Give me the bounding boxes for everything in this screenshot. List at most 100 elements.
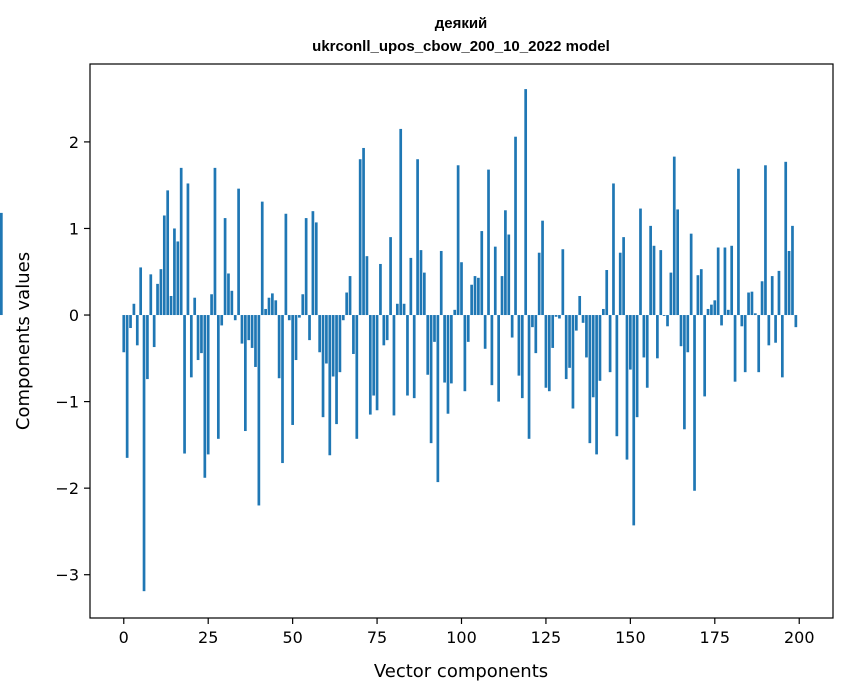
x-axis-label: Vector components [374, 661, 548, 682]
bar [368, 315, 372, 415]
bar [470, 284, 473, 316]
bar [179, 167, 183, 316]
bar [240, 315, 244, 344]
bar [142, 315, 146, 592]
bar [591, 315, 595, 398]
bar [213, 167, 217, 316]
bar [520, 315, 524, 399]
bar [375, 315, 379, 411]
bar [176, 241, 180, 316]
bar [740, 315, 744, 327]
bars-group [0, 89, 798, 592]
bar [500, 276, 504, 316]
bar [385, 315, 389, 341]
bar [416, 159, 419, 316]
bar [298, 315, 301, 318]
bar [743, 315, 747, 373]
bar [601, 308, 605, 316]
bar [399, 128, 403, 316]
bar [676, 209, 679, 316]
bar [372, 315, 376, 396]
bar [554, 315, 558, 317]
bar [223, 218, 227, 316]
bar [321, 315, 325, 418]
bar [379, 263, 382, 316]
bar [277, 315, 281, 379]
bar [129, 315, 132, 329]
bar [149, 274, 153, 316]
bar [510, 315, 514, 338]
bar [605, 270, 609, 316]
bar [331, 315, 335, 377]
bar [466, 315, 470, 342]
bar [561, 249, 565, 316]
bar [608, 315, 612, 373]
bar [551, 315, 555, 348]
bar [173, 228, 176, 316]
bar [784, 161, 788, 316]
bar [260, 201, 264, 316]
bar [473, 276, 477, 316]
bar [493, 246, 497, 316]
bar [568, 315, 571, 368]
x-tick-label: 200 [784, 628, 815, 647]
bar [507, 234, 511, 316]
bar [504, 210, 507, 316]
y-tick-label: 1 [69, 219, 79, 238]
x-tick-label: 50 [282, 628, 302, 647]
bar [132, 303, 136, 316]
bar [629, 315, 632, 370]
bar [686, 315, 690, 353]
bar [642, 315, 646, 358]
bar [598, 315, 602, 381]
bar [281, 315, 284, 464]
bar [402, 303, 406, 316]
bar [439, 250, 443, 316]
y-tick-label: −1 [55, 393, 79, 412]
y-axis-ticks: −3 −2 −1 0 1 2 [55, 133, 90, 585]
bar [723, 247, 727, 316]
bar [392, 315, 396, 416]
bar [524, 89, 528, 316]
bar [716, 247, 720, 316]
bar [737, 168, 740, 316]
bar [254, 315, 257, 367]
bar [291, 315, 294, 425]
x-tick-label: 175 [700, 628, 731, 647]
bar [341, 315, 345, 321]
bar [730, 245, 734, 316]
bar [274, 300, 278, 316]
bar [537, 252, 541, 316]
bar [162, 215, 166, 316]
bar [696, 275, 700, 316]
bar [287, 315, 291, 321]
bar [216, 315, 220, 439]
bar [757, 315, 761, 373]
bar [649, 225, 652, 316]
bar [244, 315, 247, 432]
bar [544, 315, 548, 388]
bar [284, 213, 288, 316]
bar [770, 276, 774, 316]
bar [304, 218, 308, 316]
bar [443, 315, 446, 383]
bar [271, 293, 274, 316]
bar [122, 315, 126, 353]
bar [753, 313, 757, 316]
bar [791, 225, 794, 316]
bar [733, 315, 737, 382]
bar [189, 315, 193, 378]
bar [615, 315, 619, 437]
chart-title: деякий [435, 15, 488, 32]
bar [328, 315, 332, 456]
bar [335, 315, 338, 425]
bar [135, 315, 139, 346]
bar [750, 291, 754, 316]
bar [622, 237, 625, 316]
y-axis-label: Components values [13, 252, 34, 430]
bar [726, 309, 730, 316]
bar [314, 222, 318, 316]
bar [220, 315, 224, 326]
bar [156, 283, 159, 316]
bar [301, 294, 305, 316]
